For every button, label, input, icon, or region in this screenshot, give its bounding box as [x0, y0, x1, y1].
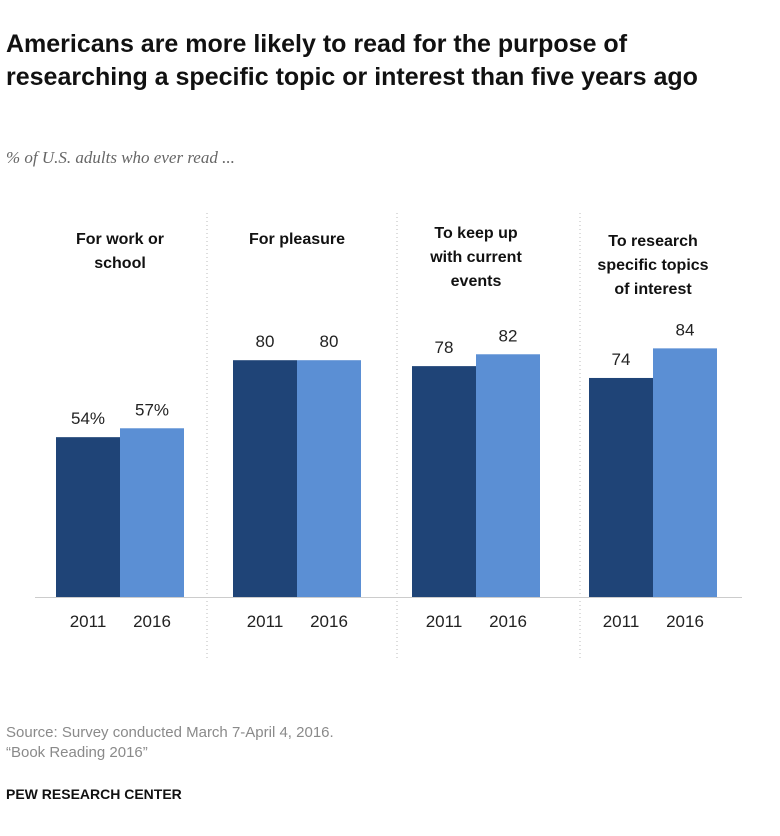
brand-label: PEW RESEARCH CENTER	[6, 786, 182, 802]
year-tick-label: 2016	[489, 612, 527, 631]
data-label: 57%	[135, 400, 169, 419]
category-label: with current	[429, 249, 522, 266]
data-label: 78	[435, 338, 454, 357]
category-label: school	[94, 255, 146, 272]
category-label: events	[451, 273, 502, 290]
bar-2011	[412, 366, 476, 597]
bar-chart: For work or school 54% 2011 57% 2016 For pleas…	[35, 213, 742, 660]
category-label: For work or	[76, 231, 164, 248]
year-tick-label: 2011	[603, 612, 640, 631]
year-tick-label: 2016	[133, 612, 171, 631]
data-label: 82	[499, 326, 518, 345]
year-tick-label: 2011	[247, 612, 284, 631]
bar-2016	[653, 348, 717, 597]
year-tick-label: 2016	[310, 612, 348, 631]
category-label: For pleasure	[249, 231, 345, 248]
category-label: To research	[608, 233, 698, 250]
year-tick-label: 2011	[426, 612, 463, 631]
year-tick-label: 2016	[666, 612, 704, 631]
data-label: 80	[256, 332, 275, 351]
chart-title: Americans are more likely to read for th…	[6, 30, 698, 91]
source-note: Source: Survey conducted March 7-April 4…	[6, 724, 334, 741]
chart-subtitle: % of U.S. adults who ever read ...	[6, 148, 235, 167]
bar-2016	[297, 360, 361, 597]
category-label: of interest	[614, 281, 692, 298]
bar-2011	[233, 360, 297, 597]
bar-2016	[120, 428, 184, 597]
year-tick-label: 2011	[70, 612, 107, 631]
data-label: 84	[676, 320, 695, 339]
category-label: To keep up	[434, 225, 517, 242]
report-note: “Book Reading 2016”	[6, 744, 148, 761]
data-label: 80	[320, 332, 339, 351]
bar-2011	[589, 377, 653, 597]
bar-2011	[56, 437, 120, 597]
category-label: specific topics	[597, 257, 708, 274]
bar-2016	[476, 354, 540, 597]
data-label: 54%	[71, 409, 105, 428]
data-label: 74	[612, 350, 631, 369]
